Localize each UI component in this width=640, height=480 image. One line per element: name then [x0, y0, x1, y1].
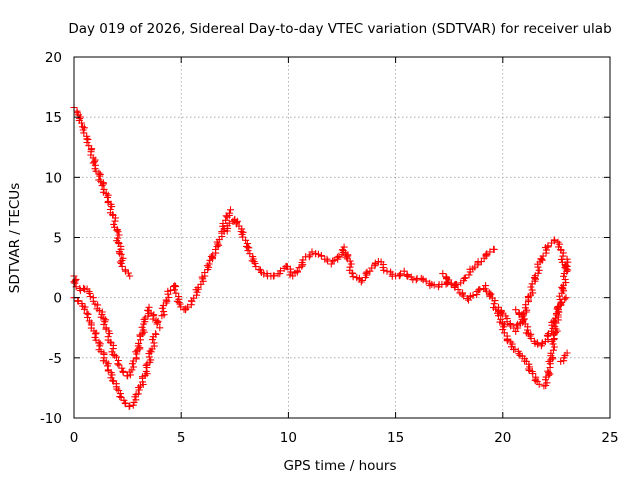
- y-tick-label: -10: [40, 411, 62, 427]
- y-tick-label: -5: [49, 351, 62, 367]
- series-markers: [220, 215, 498, 291]
- chart-title: Day 019 of 2026, Sidereal Day-to-day VTE…: [68, 21, 611, 37]
- x-tick-label: 10: [280, 430, 297, 446]
- series-markers: [512, 294, 570, 350]
- y-tick-label: 10: [45, 170, 62, 186]
- x-tick-label: 25: [601, 430, 618, 446]
- series-evening-inner: [512, 294, 570, 350]
- y-tick-label: 5: [53, 231, 62, 247]
- x-axis-label: GPS time / hours: [283, 458, 396, 474]
- series-tail: [557, 349, 571, 365]
- x-tick-label: 20: [494, 430, 511, 446]
- y-axis-label: SDTVAR / TECUs: [7, 183, 23, 293]
- series-evening-loops: [439, 255, 572, 390]
- series-daytime: [220, 215, 498, 291]
- series-recovery: [158, 206, 234, 320]
- series-markers: [495, 236, 570, 335]
- series-markers: [158, 206, 234, 320]
- series-evening-upper: [495, 236, 570, 335]
- y-tick-label: 15: [45, 110, 62, 126]
- series-markers: [557, 349, 571, 365]
- grid-lines: [74, 57, 610, 418]
- y-tick-label: 0: [53, 291, 62, 307]
- x-tick-label: 0: [70, 430, 79, 446]
- x-tick-label: 15: [387, 430, 404, 446]
- axis-ticks: 0 5 10 15 20 25 -10 -5 0 5 10 15 20: [40, 50, 619, 446]
- series-markers: [439, 255, 572, 390]
- y-tick-label: 20: [45, 50, 62, 66]
- x-tick-label: 5: [177, 430, 186, 446]
